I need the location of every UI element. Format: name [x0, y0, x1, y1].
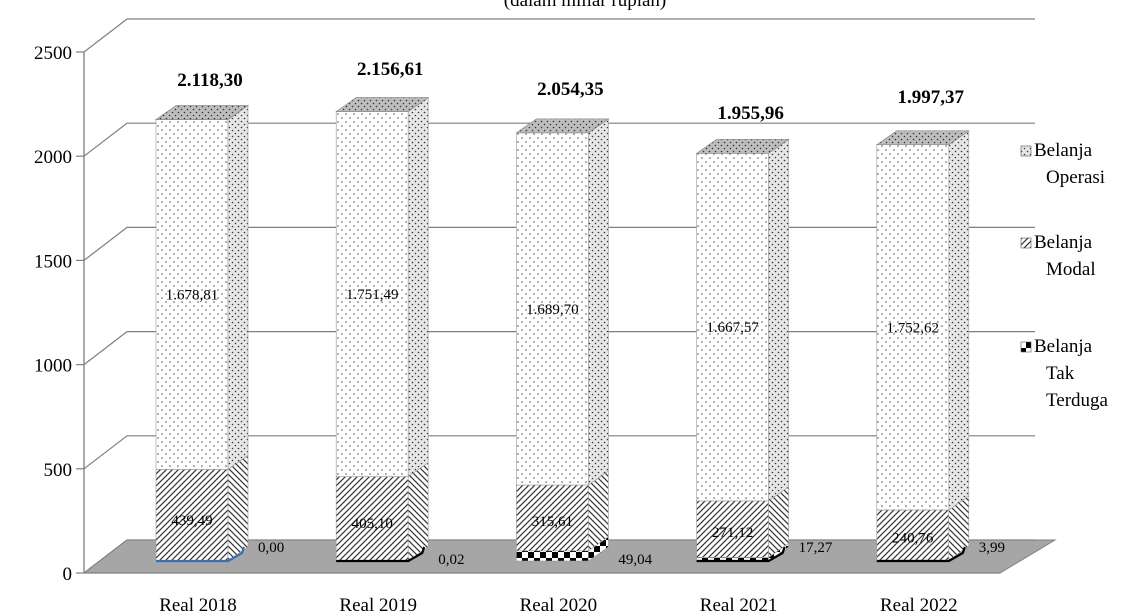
data-label-modal: 240,76	[892, 531, 934, 547]
x-category-label: Real 2020	[520, 595, 598, 615]
data-label-tak-terduga: 17,27	[799, 540, 833, 556]
data-label-modal: 271,12	[712, 525, 753, 541]
data-label-tak-terduga: 49,04	[618, 552, 652, 568]
y-tick-label: 1500	[34, 251, 72, 272]
legend-swatch	[1020, 237, 1032, 249]
data-label-modal: 405,10	[352, 516, 393, 532]
x-category-label: Real 2018	[159, 595, 237, 615]
legend-label: Tak	[1046, 363, 1075, 384]
legend-label: Belanja	[1034, 336, 1093, 357]
x-category-label: Real 2022	[880, 595, 958, 615]
bar-tak-front	[516, 550, 589, 562]
data-label-tak-terduga: 3,99	[979, 540, 1005, 556]
bar-modal-side	[227, 454, 249, 562]
data-label-modal: 315,61	[532, 514, 573, 530]
x-category-label: Real 2021	[700, 595, 778, 615]
bar-modal-side	[407, 461, 429, 562]
data-label-tak-terduga: 0,02	[438, 552, 464, 568]
bar-modal-front	[155, 469, 229, 562]
bar-modal-front	[696, 500, 769, 558]
bar-modal-front	[876, 509, 950, 561]
x-category-label: Real 2019	[339, 595, 417, 615]
legend-label: Modal	[1046, 259, 1096, 280]
data-label-modal: 439,49	[171, 513, 212, 529]
total-label: 2.054,35	[537, 79, 604, 100]
data-label-operasi: 1.751,49	[346, 287, 399, 303]
bar-tak-indicator	[336, 546, 426, 563]
total-label: 1.955,96	[717, 103, 784, 124]
legend-label: Belanja	[1034, 140, 1093, 161]
total-label: 1.997,37	[898, 87, 965, 108]
bar-operasi-top	[515, 118, 610, 134]
data-label-operasi: 1.667,57	[706, 320, 759, 336]
bar-operasi-top	[875, 130, 970, 146]
gridline	[83, 122, 1035, 157]
data-label-operasi: 1.689,70	[526, 302, 579, 318]
data-label-operasi: 1.752,62	[887, 320, 940, 336]
chart-title: (dalam miliar rupiah)	[504, 0, 667, 11]
y-tick-label: 1000	[34, 356, 72, 377]
legend-label: Belanja	[1034, 232, 1093, 253]
bar-operasi-top	[155, 105, 249, 120]
legend-swatch	[1020, 341, 1032, 353]
bar-tak-indicator	[156, 546, 246, 563]
legend-label: Operasi	[1046, 167, 1105, 188]
bar-operasi-side	[407, 96, 429, 478]
bar-operasi-front	[335, 111, 409, 477]
bar-operasi-side	[768, 138, 789, 502]
bar-operasi-front	[876, 144, 950, 511]
legend-swatch	[1020, 145, 1032, 157]
bar-modal-front	[335, 476, 409, 562]
bar-operasi-front	[155, 119, 229, 470]
bar-tak-indicator	[876, 546, 966, 563]
bar-tak-indicator	[696, 546, 786, 563]
y-tick-label: 0	[63, 564, 73, 585]
bar-operasi-top	[695, 139, 790, 154]
bar-operasi-top	[335, 97, 430, 112]
y-tick-label: 2500	[34, 43, 72, 64]
bar-operasi-front	[516, 132, 589, 486]
gridline	[83, 18, 1035, 53]
data-label-tak-terduga: 0,00	[258, 540, 284, 556]
total-label: 2.156,61	[357, 59, 424, 80]
total-label: 2.118,30	[177, 70, 242, 91]
y-tick-label: 500	[44, 460, 73, 481]
bar-operasi-side	[948, 130, 970, 511]
bar-modal-front	[516, 484, 589, 552]
bar-operasi-side	[588, 118, 609, 486]
bar-operasi-side	[227, 104, 249, 470]
legend-label: Terduga	[1046, 390, 1109, 411]
data-label-operasi: 1.678,81	[166, 287, 219, 303]
y-tick-label: 2000	[34, 147, 72, 168]
